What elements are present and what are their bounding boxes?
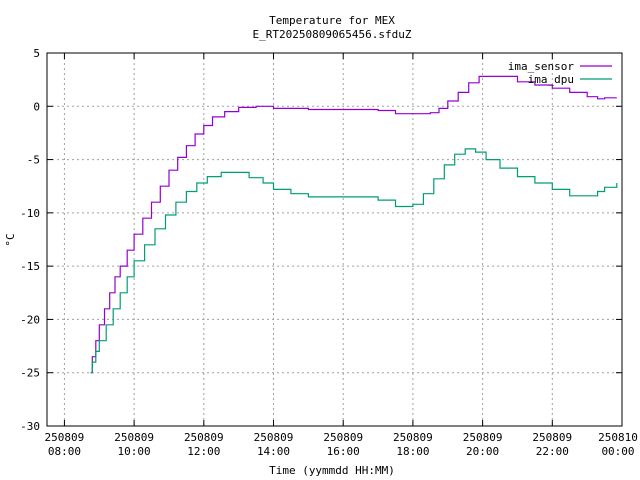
y-tick-label: -10 [20,207,40,220]
x-tick-label-time: 08:00 [48,445,81,458]
y-tick-label: -30 [20,420,40,433]
series-line-ima_dpu [90,148,618,374]
x-tick-label-date: 250809 [184,431,224,444]
y-tick-label: -15 [20,260,40,273]
x-tick-label-date: 250810 [598,431,638,444]
series-line-ima_sensor [90,75,617,374]
y-tick-label: 0 [33,100,40,113]
y-tick-label: -25 [20,367,40,380]
x-tick-label-date: 250809 [254,431,294,444]
chart-title: Temperature for MEX [269,14,395,27]
y-tick-label: 5 [33,47,40,60]
x-tick-label-time: 22:00 [536,445,569,458]
x-tick-label-date: 250809 [323,431,363,444]
x-axis-label: Time (yymmdd HH:MM) [269,464,395,477]
x-tick-label-time: 16:00 [327,445,360,458]
x-tick-label-date: 250809 [393,431,433,444]
x-tick-label-time: 14:00 [257,445,290,458]
x-tick-label-time: 20:00 [466,445,499,458]
legend-label-ima_dpu: ima_dpu [528,73,574,86]
chart-subtitle: E_RT20250809065456.sfduZ [253,28,412,41]
series-lines [90,75,618,374]
x-tick-label-date: 250809 [45,431,85,444]
x-tick-label-time: 10:00 [118,445,151,458]
x-tick-label-time: 00:00 [601,445,634,458]
y-axis-label: °C [4,233,17,246]
y-tick-label: -5 [27,154,40,167]
grid [47,53,622,426]
x-tick-label-time: 18:00 [396,445,429,458]
y-tick-label: -20 [20,313,40,326]
legend-label-ima_sensor: ima_sensor [508,60,575,73]
x-tick-label-date: 250809 [532,431,572,444]
x-tick-label-time: 12:00 [187,445,220,458]
x-tick-label-date: 250809 [114,431,154,444]
x-tick-label-date: 250809 [463,431,503,444]
axes: 50-5-10-15-20-25-3025080908:0025080910:0… [20,47,638,458]
plot-frame [46,52,623,427]
